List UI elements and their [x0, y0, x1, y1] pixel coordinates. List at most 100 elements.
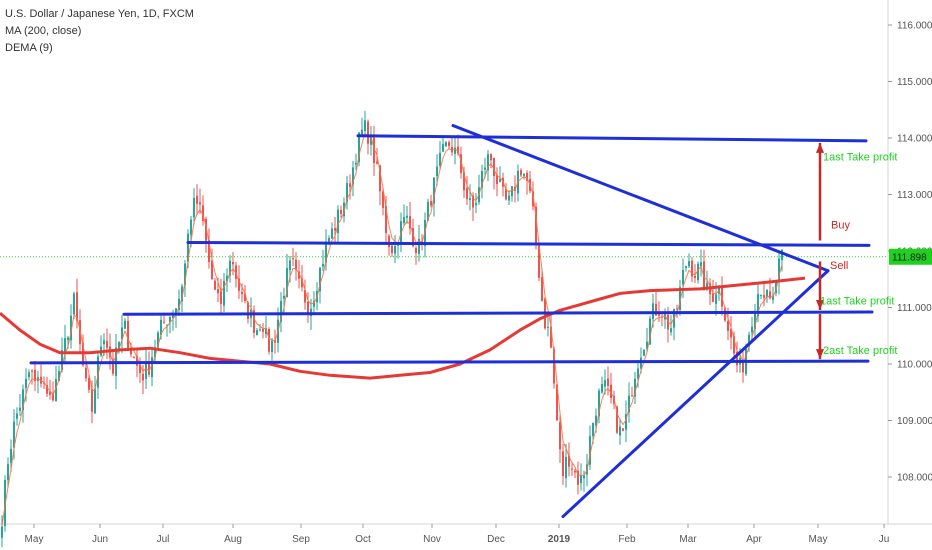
candle-body: [574, 470, 576, 473]
candle-body: [289, 260, 291, 271]
candle-body: [448, 142, 450, 147]
candle-body: [532, 191, 534, 207]
candle-body: [757, 294, 759, 317]
candle-body: [43, 382, 45, 384]
support-112-line: [186, 241, 871, 247]
candle-body: [634, 378, 636, 397]
ma-indicator-label: MA (200, close): [5, 25, 82, 37]
candle-body: [178, 298, 180, 310]
x-tick-label: Nov: [423, 534, 441, 545]
candle-body: [418, 238, 420, 254]
candle-body: [337, 209, 339, 234]
candle-body: [727, 320, 729, 331]
candle-body: [28, 372, 30, 378]
candle-body: [19, 407, 21, 411]
candle-body: [241, 291, 243, 295]
candle-body: [706, 283, 708, 290]
candle-body: [595, 415, 597, 426]
candle-body: [247, 302, 249, 319]
candle-body: [286, 268, 288, 298]
candle-body: [259, 329, 261, 331]
candle-body: [166, 324, 168, 326]
descending-trend-line: [451, 124, 830, 273]
candle-body: [295, 259, 297, 270]
candle-body: [382, 191, 384, 208]
candle-body: [127, 320, 129, 349]
candle-body: [454, 147, 456, 154]
candle-body: [583, 475, 585, 479]
candle-body: [373, 137, 375, 164]
candle-body: [205, 218, 207, 241]
candle-body: [142, 373, 144, 381]
candle-body: [409, 215, 411, 229]
sell-arrow-2-head: [816, 349, 824, 360]
candle-body: [520, 170, 522, 176]
candle-body: [679, 287, 681, 310]
y-tick-label: 110.000: [897, 360, 932, 371]
dema-indicator-label: DEMA (9): [5, 42, 53, 54]
candle-body: [772, 295, 774, 300]
candle-body: [364, 120, 366, 132]
candle-body: [349, 183, 351, 187]
candle-body: [589, 436, 591, 465]
candle-body: [610, 384, 612, 399]
take-profit-1-up-label: 1ast Take profit: [823, 152, 897, 164]
candle-body: [319, 267, 321, 292]
candle-body: [16, 413, 18, 419]
candle-body: [550, 326, 552, 348]
x-tick-label: May: [25, 534, 44, 545]
candle-body: [172, 315, 174, 318]
candle-body: [184, 263, 186, 285]
candle-body: [655, 303, 657, 316]
candle-body: [415, 247, 417, 254]
candle-body: [265, 327, 267, 335]
candle-body: [685, 266, 687, 268]
candle-body: [622, 428, 624, 431]
candle-body: [244, 293, 246, 301]
candle-body: [700, 262, 702, 267]
x-tick-label: Apr: [746, 534, 762, 545]
candle-body: [697, 263, 699, 281]
dema-line: [1, 131, 783, 527]
candle-body: [202, 205, 204, 222]
candle-body: [358, 132, 360, 163]
buy-arrow-head: [816, 142, 824, 153]
candle-body: [301, 278, 303, 288]
candle-body: [169, 316, 171, 323]
candle-body: [688, 261, 690, 267]
candle-body: [307, 301, 309, 314]
candle-body: [658, 313, 660, 316]
candle-body: [322, 263, 324, 267]
candle-body: [733, 336, 735, 354]
candle-body: [496, 175, 498, 185]
candle-body: [355, 162, 357, 165]
current-price-value: 111.898: [892, 252, 927, 263]
candle-body: [607, 378, 609, 387]
candle-body: [118, 342, 120, 350]
candle-body: [340, 209, 342, 214]
candle-body: [427, 201, 429, 221]
candle-body: [346, 182, 348, 202]
candle-body: [487, 154, 489, 171]
candle-body: [565, 456, 567, 479]
y-tick-label: 111.000: [897, 303, 932, 314]
candle-body: [628, 395, 630, 413]
y-tick-label: 109.000: [897, 416, 932, 427]
candle-body: [1, 526, 3, 538]
candle-body: [73, 293, 75, 315]
candle-body: [484, 167, 486, 170]
candle-body: [592, 422, 594, 436]
take-profit-1-down-label: 1ast Take profit: [820, 296, 894, 308]
candle-body: [748, 334, 750, 347]
x-tick-label: Jul: [157, 534, 170, 545]
candle-body: [229, 260, 231, 276]
candle-body: [163, 321, 165, 323]
candle-body: [445, 142, 447, 147]
candle-body: [511, 186, 513, 197]
candle-body: [157, 332, 159, 348]
candle-body: [397, 244, 399, 246]
candle-body: [625, 414, 627, 430]
candle-body: [394, 245, 396, 254]
candle-body: [403, 216, 405, 224]
